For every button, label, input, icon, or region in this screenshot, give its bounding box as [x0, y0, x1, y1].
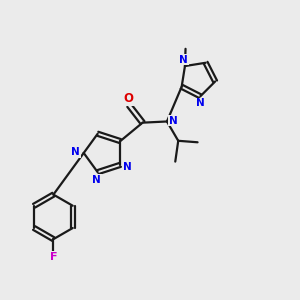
Text: N: N [179, 55, 188, 64]
Text: N: N [71, 147, 80, 158]
Text: N: N [92, 175, 101, 185]
Text: N: N [196, 98, 205, 108]
Text: N: N [169, 116, 177, 126]
Text: F: F [50, 252, 57, 262]
Text: N: N [123, 162, 132, 172]
Text: O: O [123, 92, 133, 105]
